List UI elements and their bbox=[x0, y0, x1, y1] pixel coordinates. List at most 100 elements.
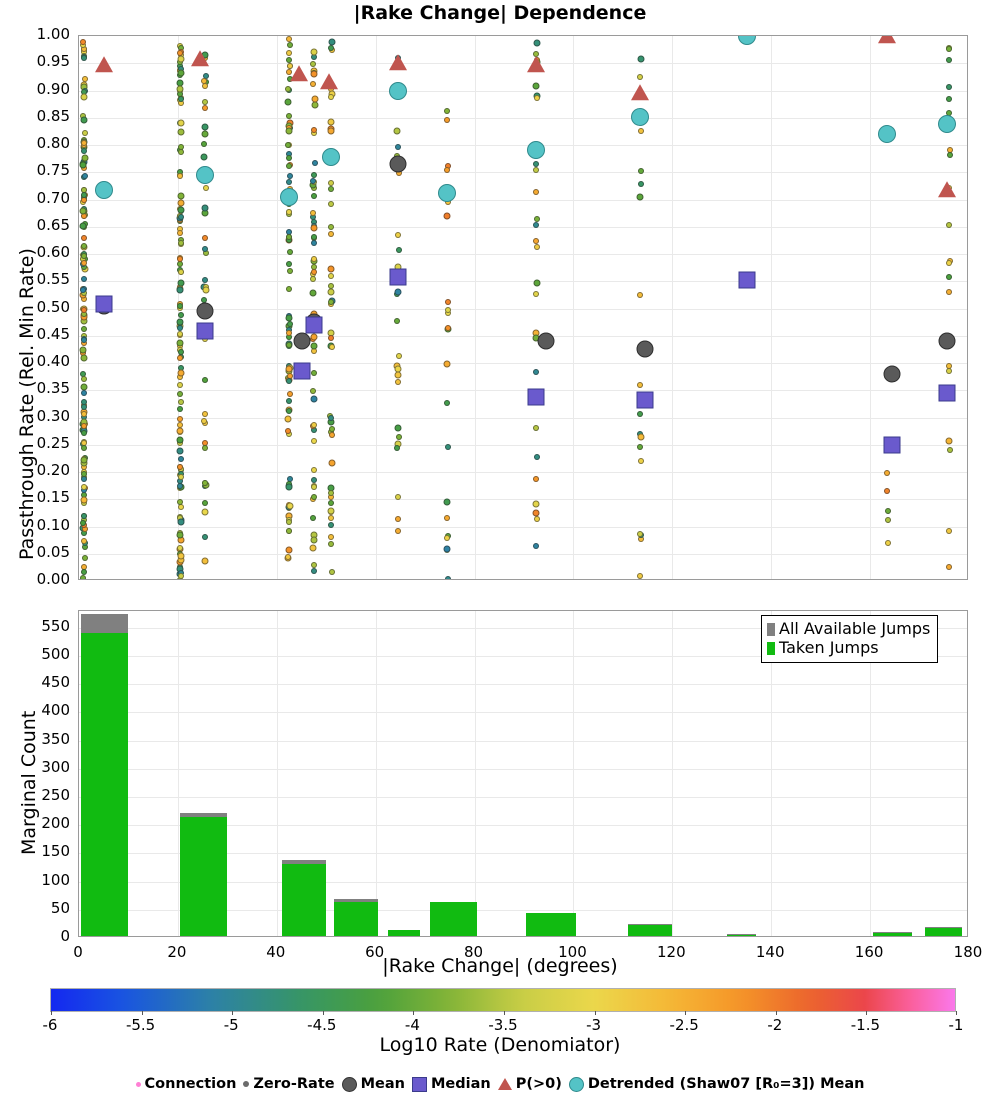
marker-legend-item: Connection bbox=[135, 1076, 236, 1092]
median-marker bbox=[938, 384, 956, 402]
connection-point bbox=[310, 80, 317, 87]
detrended-mean-marker bbox=[737, 36, 756, 45]
detrended-mean-marker bbox=[94, 180, 113, 199]
connection-point bbox=[310, 333, 318, 341]
detrended-mean-marker bbox=[878, 125, 897, 144]
connection-point bbox=[177, 91, 184, 98]
connection-point bbox=[176, 415, 183, 422]
connection-point bbox=[310, 536, 318, 544]
histogram-y-tick: 100 bbox=[41, 870, 70, 889]
connection-point bbox=[328, 201, 335, 208]
detrended-mean-marker bbox=[527, 140, 546, 159]
connection-point bbox=[80, 253, 87, 260]
connection-point bbox=[177, 49, 184, 56]
connection-point bbox=[636, 443, 643, 450]
connection-point bbox=[284, 415, 292, 423]
gridline bbox=[573, 36, 575, 579]
marker-legend: Connection Zero-Rate Mean Median P(>0) Detren… bbox=[0, 1072, 1000, 1096]
connection-point bbox=[946, 564, 953, 571]
x-tick-label: 160 bbox=[854, 943, 884, 961]
connection-point bbox=[201, 104, 208, 111]
connection-point bbox=[311, 234, 318, 241]
marker-legend-item: Mean bbox=[341, 1076, 405, 1092]
connection-point bbox=[284, 98, 292, 106]
connection-point bbox=[637, 180, 644, 187]
connection-point bbox=[80, 336, 87, 343]
histogram-bar bbox=[872, 611, 913, 936]
connection-point bbox=[80, 496, 88, 504]
colorbar-tick-mark bbox=[51, 1011, 52, 1015]
connection-point bbox=[946, 362, 953, 369]
connection-point bbox=[81, 55, 88, 62]
connection-point bbox=[532, 500, 540, 508]
histogram-bar bbox=[924, 611, 962, 936]
connection-point bbox=[946, 221, 952, 228]
connection-point bbox=[946, 152, 953, 159]
histogram-y-tick: 250 bbox=[41, 786, 70, 805]
connection-point bbox=[637, 55, 645, 63]
connection-point bbox=[445, 576, 452, 579]
connection-point bbox=[310, 275, 317, 282]
connection-point bbox=[310, 224, 318, 232]
connection-point bbox=[311, 240, 318, 247]
connection-point bbox=[285, 127, 293, 135]
gridline bbox=[79, 390, 967, 392]
connection-point bbox=[637, 457, 644, 464]
connection-point bbox=[310, 48, 318, 56]
connection-point bbox=[81, 554, 88, 561]
connection-point bbox=[285, 427, 292, 434]
median-marker bbox=[95, 295, 113, 313]
marker-legend-item: Detrended (Shaw07 [R₀=3]) Mean bbox=[568, 1076, 864, 1092]
median-marker bbox=[738, 271, 755, 289]
connection-point bbox=[177, 240, 184, 247]
scatter-y-axis-title: Passthrough Rate (Rel. Min Rate) bbox=[16, 248, 38, 560]
connection-point bbox=[310, 438, 317, 445]
connection-point bbox=[80, 242, 87, 249]
gridline bbox=[79, 417, 967, 419]
connection-point bbox=[285, 553, 292, 560]
p-gt-zero-marker bbox=[527, 56, 546, 73]
connection-point bbox=[945, 260, 952, 267]
colorbar-tick-label: -6 bbox=[42, 1016, 58, 1034]
connection-point bbox=[533, 167, 540, 174]
connection-point bbox=[393, 127, 401, 135]
connection-point bbox=[532, 424, 539, 431]
connection-point bbox=[201, 234, 208, 241]
median-marker bbox=[389, 268, 407, 286]
marker-legend-label: Zero-Rate bbox=[253, 1076, 335, 1092]
scatter-y-tick: 0.00 bbox=[36, 570, 70, 588]
connection-point bbox=[177, 381, 184, 388]
x-axis-title: |Rake Change| (degrees) bbox=[382, 955, 618, 977]
median-marker bbox=[196, 322, 214, 340]
marker-legend-item: Zero-Rate bbox=[243, 1076, 335, 1092]
connection-point bbox=[311, 256, 318, 263]
connection-point bbox=[533, 516, 540, 523]
gridline bbox=[79, 90, 967, 92]
connection-point bbox=[443, 498, 451, 506]
connection-point bbox=[395, 144, 402, 151]
connection-point bbox=[328, 93, 335, 100]
connection-point bbox=[81, 325, 88, 332]
connection-point bbox=[79, 346, 87, 354]
connection-point bbox=[80, 38, 87, 45]
connection-point bbox=[202, 410, 209, 417]
colorbar-tick-mark bbox=[232, 1011, 234, 1015]
connection-point bbox=[176, 339, 184, 347]
colorbar-tick-label: -1.5 bbox=[850, 1016, 881, 1034]
connection-point bbox=[311, 476, 318, 483]
connection-point bbox=[177, 406, 184, 413]
connection-point bbox=[80, 287, 87, 294]
connection-point bbox=[532, 543, 539, 550]
connection-point bbox=[532, 509, 540, 517]
connection-point bbox=[286, 249, 293, 256]
histogram-bar bbox=[81, 611, 129, 936]
connection-point bbox=[444, 306, 451, 313]
connection-point bbox=[177, 355, 184, 362]
connection-point bbox=[532, 369, 539, 376]
connection-point bbox=[81, 259, 88, 266]
histogram-bar bbox=[627, 611, 673, 936]
connection-point bbox=[81, 173, 88, 180]
connection-point bbox=[177, 456, 184, 462]
connection-point bbox=[394, 317, 401, 324]
connection-point bbox=[177, 255, 184, 262]
